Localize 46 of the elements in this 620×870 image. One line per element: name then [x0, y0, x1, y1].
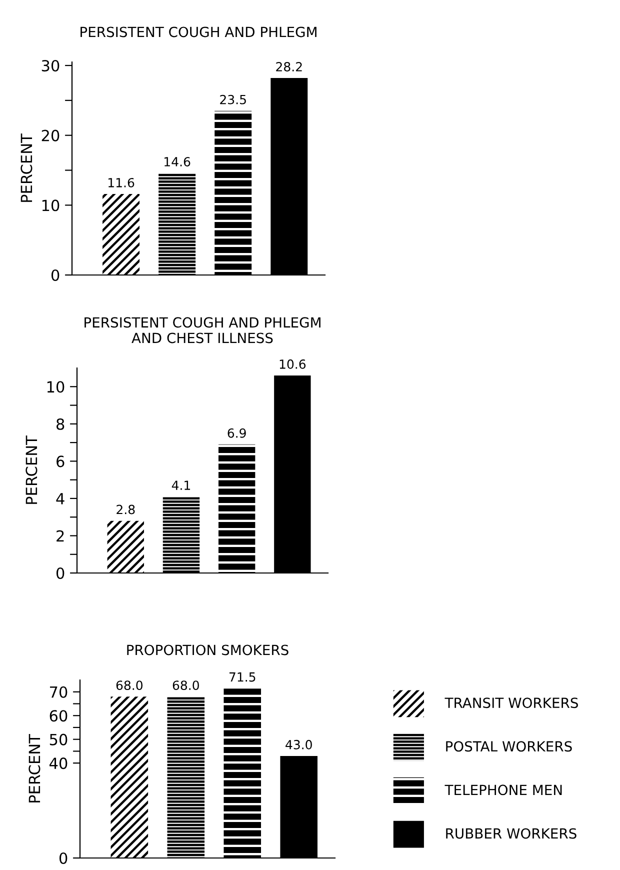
y-tick-label: 10	[47, 381, 64, 393]
y-tick-label: 20	[42, 130, 60, 142]
bar	[224, 688, 262, 858]
legend-label: POSTAL WORKERS	[446, 741, 572, 752]
legend-label: TELEPHONE MEN	[444, 784, 562, 796]
y-tick-label: 2	[56, 530, 64, 542]
bar	[214, 110, 252, 275]
chart-title: PERSISTENT COUGH AND PHLEGM	[80, 26, 316, 38]
bar	[107, 520, 144, 573]
y-tick-label: 6	[56, 456, 64, 468]
bar	[218, 444, 256, 573]
bar	[102, 194, 140, 275]
y-axis-title: PERCENT	[28, 734, 40, 802]
chart-title: PERSISTENT COUGH AND PHLEGM AND CHEST ILLNESS	[84, 317, 320, 344]
bar	[167, 696, 205, 858]
bar	[158, 173, 196, 275]
y-tick-label: 8	[56, 418, 64, 430]
data-label: 68.0	[172, 680, 199, 690]
bar	[162, 496, 200, 573]
data-label: 68.0	[116, 680, 143, 690]
y-tick-label: 60	[50, 710, 68, 722]
y-tick-label: 70	[50, 686, 68, 698]
data-label: 28.2	[276, 62, 302, 72]
chart-title: PROPORTION SMOKERS	[127, 644, 288, 656]
data-label: 14.6	[164, 156, 190, 166]
y-tick-label: 0	[59, 852, 68, 864]
data-label: 10.6	[280, 359, 306, 369]
y-axis-title: PERCENT	[26, 436, 38, 504]
data-label: 23.5	[220, 94, 246, 104]
data-label: 4.1	[172, 480, 190, 490]
y-tick-label: 40	[50, 758, 68, 770]
y-tick-label: 0	[56, 567, 64, 580]
y-tick-label: 4	[56, 493, 64, 504]
legend-label: RUBBER WORKERS	[446, 828, 576, 839]
data-label: 43.0	[286, 740, 312, 750]
data-label: 2.8	[116, 504, 135, 514]
y-tick-label: 50	[50, 734, 68, 746]
data-label: 71.5	[229, 672, 256, 682]
legend-label: TRANSIT WORKERS	[444, 698, 578, 708]
y-tick-label: 10	[42, 200, 60, 212]
y-tick-label: 0	[51, 269, 60, 282]
y-tick-label: 30	[42, 60, 60, 72]
data-label: 11.6	[108, 178, 134, 188]
bar	[110, 696, 148, 858]
data-label: 6.9	[228, 428, 246, 438]
y-axis-title: PERCENT	[20, 134, 32, 202]
